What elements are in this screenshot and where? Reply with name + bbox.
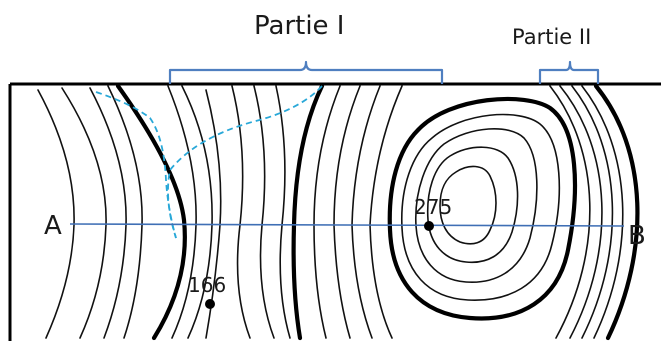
summit-contour — [439, 165, 497, 245]
summit-index-contour — [387, 96, 578, 321]
stream-line — [167, 85, 323, 239]
summit-contour — [426, 146, 519, 264]
summit-point-marker — [424, 221, 434, 231]
profile-line-a-b — [69, 223, 625, 227]
partie-1-label: Partie I — [254, 11, 344, 41]
partie-1-brace — [168, 60, 444, 84]
contour-line — [89, 87, 127, 339]
contour-line — [369, 85, 403, 339]
summit-contours — [387, 96, 578, 321]
summit-contour — [415, 128, 538, 283]
partie-2-brace — [538, 60, 600, 84]
point-b-label: B — [628, 221, 646, 251]
summit-elevation-label: 275 — [414, 195, 452, 219]
contour-line — [571, 85, 614, 339]
partie-2-label: Partie II — [512, 25, 591, 49]
index-contour — [291, 83, 325, 341]
index-contour — [593, 83, 640, 341]
valley-elevation-label: 166 — [188, 273, 226, 297]
elevation-point-marker — [205, 299, 215, 309]
contour-line — [253, 85, 275, 339]
summit-contour — [400, 113, 561, 301]
contour-line — [559, 85, 603, 339]
contour-line — [333, 85, 361, 339]
index-contour — [115, 83, 187, 341]
contour-line — [313, 85, 341, 339]
contour-line — [549, 85, 591, 339]
contour-line — [107, 85, 143, 339]
contour-line — [61, 87, 107, 339]
stream-dashed-lines — [95, 85, 323, 239]
contours-right-group — [549, 83, 640, 341]
contour-line — [351, 85, 381, 339]
contour-line — [275, 85, 291, 339]
contour-line — [581, 85, 624, 339]
contours-valley-group — [167, 85, 291, 339]
contour-line — [37, 89, 75, 339]
point-a-label: A — [44, 211, 62, 241]
